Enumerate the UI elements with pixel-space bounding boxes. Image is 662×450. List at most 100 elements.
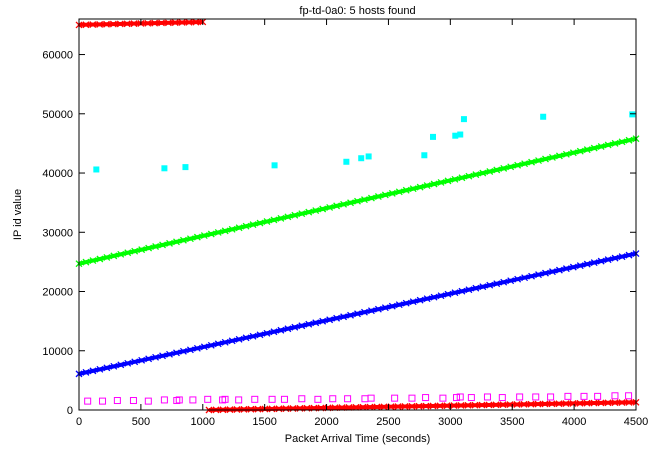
- cross-point: [333, 314, 341, 322]
- cross-point: [499, 401, 507, 409]
- cross-point: [500, 278, 508, 286]
- cross-point: [562, 150, 570, 158]
- cross-point: [576, 399, 584, 407]
- cross-point: [562, 400, 570, 408]
- cross-point: [500, 164, 508, 172]
- data-point: [467, 394, 475, 402]
- series-0: [75, 18, 640, 414]
- cross-point: [228, 225, 236, 233]
- cross-point: [340, 200, 348, 208]
- cross-point: [319, 317, 327, 325]
- cross-point: [528, 272, 536, 280]
- cross-point: [450, 402, 458, 410]
- cross-point: [367, 307, 375, 315]
- data-point: [391, 394, 399, 402]
- cross-point: [166, 239, 173, 247]
- cross-point: [569, 399, 577, 407]
- cross-point: [423, 295, 431, 303]
- axis-ticks: 0 500 1000 1500 2000 2500 3000 3500 4000 4500 0 100…: [42, 19, 648, 428]
- data-point: [329, 395, 337, 403]
- series-band: [208, 400, 637, 412]
- y-tick-label: 30000: [42, 227, 73, 239]
- data-point: [129, 397, 137, 405]
- data-point: [408, 394, 416, 402]
- cross-point: [471, 401, 479, 409]
- cross-point: [597, 143, 605, 150]
- series-2: [75, 250, 640, 378]
- cross-point: [352, 403, 360, 411]
- data-point: [219, 396, 227, 404]
- cross-point: [361, 308, 368, 316]
- cross-point: [109, 20, 117, 28]
- cross-point: [521, 274, 529, 282]
- cross-point: [214, 340, 222, 348]
- cross-point: [179, 236, 187, 244]
- cross-point: [583, 260, 591, 268]
- cross-point: [116, 20, 124, 28]
- cross-point: [625, 398, 633, 406]
- cross-point: [159, 241, 167, 249]
- cross-point: [347, 311, 354, 319]
- data-point: [298, 395, 306, 403]
- cross-point: [604, 399, 612, 407]
- x-tick-label: 3500: [500, 416, 524, 428]
- cross-point: [256, 331, 264, 339]
- cross-point: [472, 171, 480, 179]
- cross-point: [611, 139, 619, 147]
- cross-point: [451, 289, 459, 297]
- cross-point: [395, 188, 403, 196]
- data-point: [629, 111, 636, 118]
- data-point: [93, 166, 100, 173]
- cross-point: [152, 353, 160, 361]
- cross-point: [207, 230, 215, 238]
- cross-point: [312, 319, 320, 327]
- cross-point: [401, 403, 409, 410]
- cross-point: [200, 232, 208, 240]
- cross-point: [611, 254, 619, 262]
- cross-point: [298, 322, 306, 330]
- cross-point: [437, 292, 445, 300]
- cross-point: [117, 250, 125, 258]
- cross-point: [164, 19, 172, 27]
- cross-point: [416, 183, 424, 191]
- cross-point: [228, 337, 236, 345]
- cross-point: [479, 169, 487, 177]
- cross-point: [548, 400, 556, 408]
- cross-point: [430, 293, 438, 301]
- cross-point: [96, 255, 104, 263]
- data-point: [358, 155, 365, 162]
- cross-point: [326, 203, 334, 211]
- cross-point: [583, 399, 591, 407]
- cross-point: [178, 18, 186, 26]
- data-point: [280, 395, 288, 403]
- cross-point: [82, 21, 90, 29]
- data-point: [189, 396, 197, 404]
- cross-point: [535, 157, 542, 165]
- data-point: [594, 392, 602, 400]
- x-tick-label: 500: [132, 416, 150, 428]
- cross-point: [347, 199, 354, 207]
- cross-point: [263, 329, 271, 337]
- cross-point: [235, 224, 243, 232]
- cross-point: [478, 401, 486, 409]
- chart-marks: [75, 18, 640, 414]
- cross-point: [597, 257, 605, 265]
- cross-point: [207, 341, 215, 349]
- cross-point: [89, 21, 97, 29]
- data-point: [430, 133, 437, 140]
- cross-point: [373, 403, 381, 411]
- series-1: [75, 135, 640, 268]
- cross-point: [221, 338, 229, 346]
- cross-point: [96, 365, 104, 373]
- data-point: [439, 394, 447, 402]
- cross-point: [256, 219, 264, 227]
- cross-point: [145, 355, 153, 363]
- x-tick-label: 2000: [314, 416, 338, 428]
- cross-point: [138, 246, 146, 254]
- data-point: [160, 396, 168, 404]
- data-point: [361, 395, 369, 403]
- cross-point: [326, 316, 334, 324]
- cross-point: [200, 343, 208, 351]
- cross-point: [173, 238, 180, 246]
